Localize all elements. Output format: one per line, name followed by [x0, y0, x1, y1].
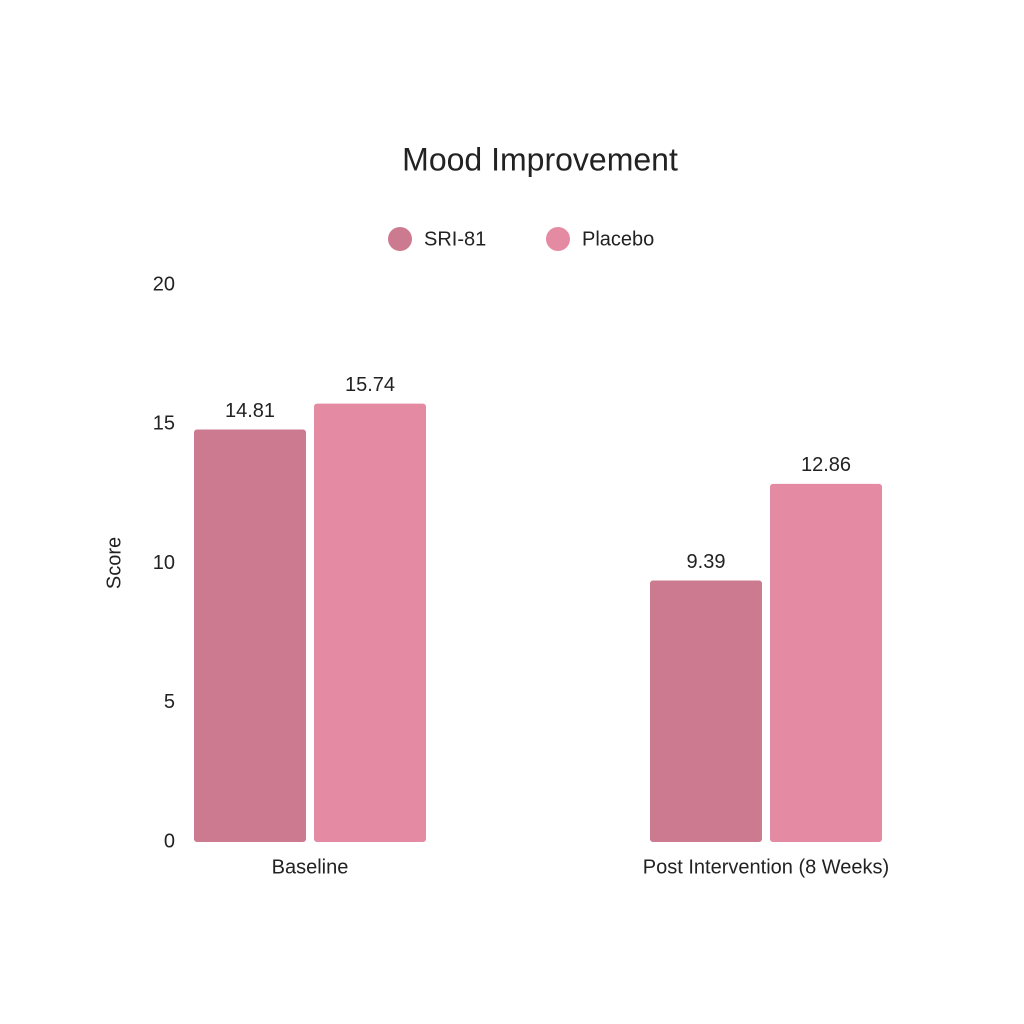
- value-label: 15.74: [345, 374, 395, 396]
- chart-title: Mood Improvement: [402, 141, 678, 177]
- legend-swatch: [388, 227, 412, 251]
- x-tick-label: Post Intervention (8 Weeks): [643, 856, 889, 878]
- value-label: 9.39: [687, 551, 726, 573]
- y-tick-label: 20: [153, 273, 175, 295]
- legend-swatch: [546, 227, 570, 251]
- y-tick-label: 10: [153, 552, 175, 574]
- y-tick-label: 5: [164, 691, 175, 713]
- bar: [770, 483, 882, 842]
- bar: [314, 403, 426, 842]
- value-label: 14.81: [225, 400, 275, 422]
- legend-label: SRI-81: [424, 228, 486, 250]
- legend-label: Placebo: [582, 228, 654, 250]
- bar: [650, 580, 762, 842]
- y-axis-label: Score: [103, 537, 125, 589]
- bar: [194, 429, 306, 842]
- value-label: 12.86: [801, 454, 851, 476]
- y-tick-label: 0: [164, 830, 175, 852]
- y-tick-label: 15: [153, 413, 175, 435]
- x-tick-label: Baseline: [272, 856, 349, 878]
